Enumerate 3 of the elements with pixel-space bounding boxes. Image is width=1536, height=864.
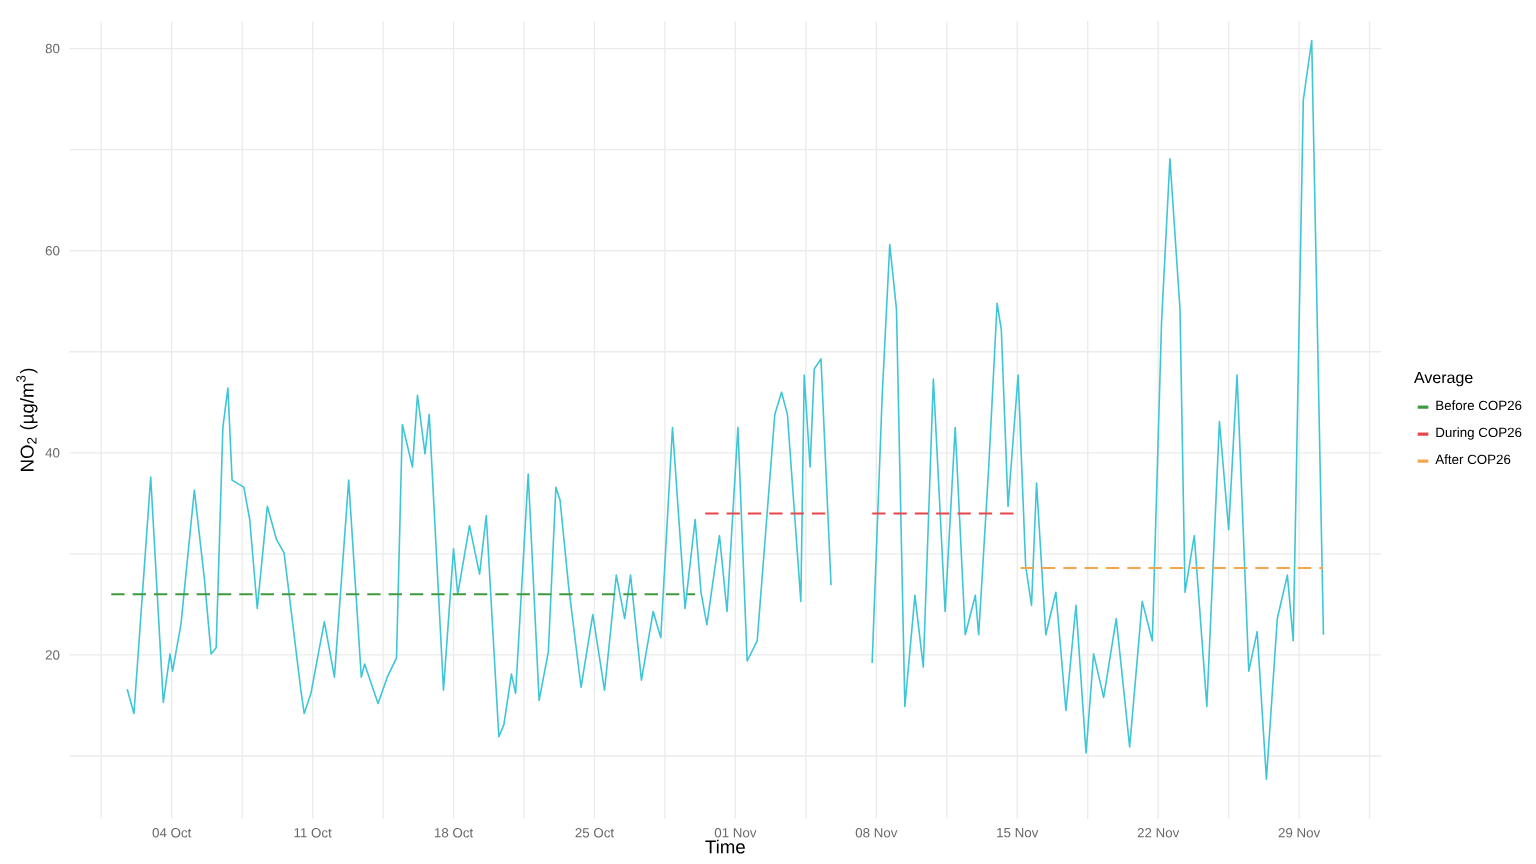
y-axis-title: NO$_{2}$ (µg/m$^{3}$) [16,368,38,471]
legend-title: Average [1414,372,1473,387]
x-axis-title: Time [705,839,745,854]
